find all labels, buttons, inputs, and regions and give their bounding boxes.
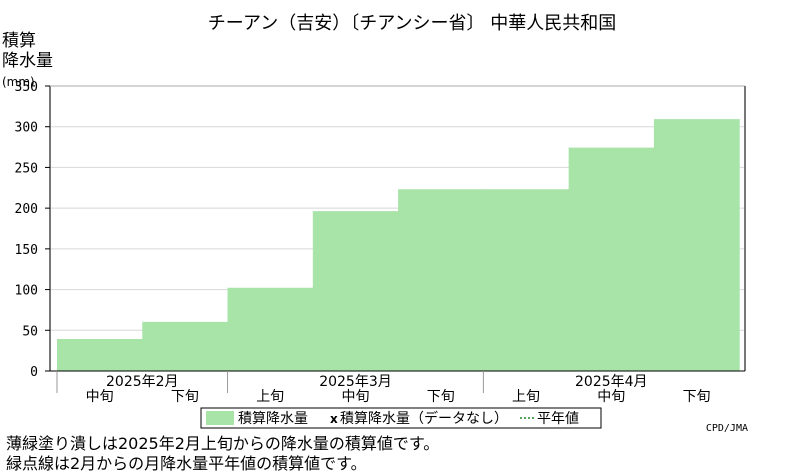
- note-dotted: 緑点線は2月からの月降水量平年値の積算値です。: [6, 454, 367, 473]
- data-bar: [398, 188, 484, 371]
- credit-label: CPD/JMA: [706, 423, 748, 434]
- month-label: 2025年4月: [575, 374, 648, 390]
- legend-label: 積算降水量: [238, 411, 308, 427]
- y-tick-label: 300: [15, 121, 38, 136]
- y-tick-label: 150: [15, 243, 38, 258]
- y-tick-label: 0: [30, 365, 38, 380]
- x-tick-label: 下旬: [171, 389, 199, 405]
- y-tick-label: 350: [15, 80, 38, 95]
- y-tick-label: 100: [15, 284, 38, 299]
- legend-x-marker: x: [330, 412, 338, 426]
- x-tick-label: 上旬: [512, 389, 540, 405]
- y-label-line: 降水量: [2, 51, 53, 71]
- data-bar: [142, 321, 229, 371]
- chart-title: チーアン（吉安）〔チアンシー省〕 中華人民共和国: [208, 13, 617, 34]
- data-bars: [57, 117, 740, 371]
- x-tick-label: 中旬: [86, 389, 114, 405]
- legend-swatch: [206, 411, 234, 425]
- x-tick-label: 中旬: [341, 389, 369, 405]
- month-label: 2025年2月: [106, 374, 179, 390]
- x-tick-label: 上旬: [256, 389, 284, 405]
- month-label: 2025年3月: [319, 374, 392, 390]
- legend-label: 平年値: [537, 411, 579, 427]
- y-axis-ticks: 0 50 100 150 200 250 300 350: [15, 80, 50, 380]
- x-tick-label: 下旬: [683, 389, 711, 405]
- y-tick-label: 200: [15, 202, 38, 217]
- y-axis-label: 積算降水量 (mm): [2, 31, 53, 89]
- x-tick-label: 下旬: [427, 389, 455, 405]
- data-bar: [568, 147, 655, 371]
- data-bar: [227, 287, 314, 371]
- y-tick-label: 250: [15, 161, 38, 176]
- x-tick-label: 中旬: [597, 389, 625, 405]
- legend: 積算降水量 x 積算降水量（データなし） 平年値: [200, 407, 602, 429]
- data-bar: [312, 210, 399, 371]
- y-label-line: (mm): [2, 75, 35, 89]
- y-label-line: 積算: [2, 31, 36, 51]
- plot-frame: [45, 85, 746, 372]
- legend-box: [200, 407, 602, 429]
- legend-label: 積算降水量（データなし）: [340, 410, 508, 427]
- data-bar: [57, 338, 143, 371]
- y-tick-label: 50: [22, 324, 38, 339]
- data-bar: [483, 188, 570, 371]
- data-bar: [653, 118, 740, 371]
- note-fill: 薄緑塗り潰しは2025年2月上旬からの降水量の積算値です。: [6, 434, 440, 453]
